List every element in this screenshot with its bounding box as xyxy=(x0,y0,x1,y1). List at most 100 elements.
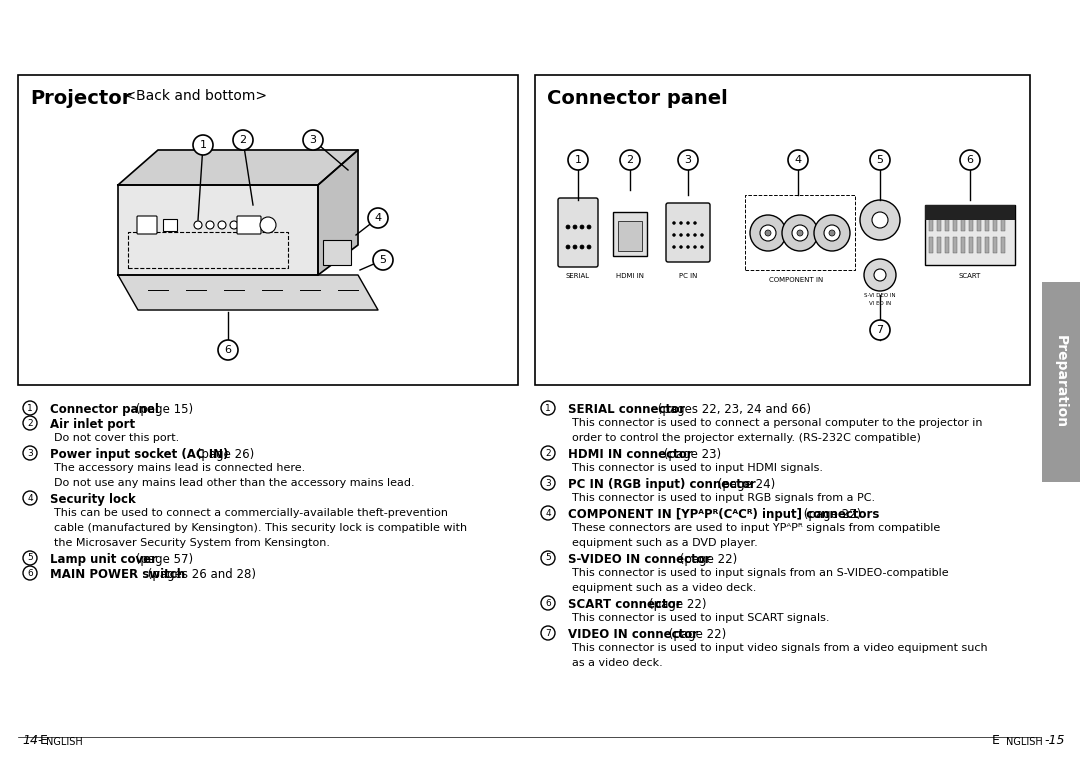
Circle shape xyxy=(687,246,689,249)
Text: 4: 4 xyxy=(27,493,32,503)
Circle shape xyxy=(701,233,703,236)
Text: Projector: Projector xyxy=(30,89,132,108)
Text: 5: 5 xyxy=(379,255,387,265)
Text: SCART: SCART xyxy=(959,273,982,279)
Text: E: E xyxy=(993,734,1000,747)
Circle shape xyxy=(568,150,588,170)
Text: Do not cover this port.: Do not cover this port. xyxy=(54,433,179,443)
Circle shape xyxy=(573,225,577,229)
Text: NGLISH: NGLISH xyxy=(46,737,83,747)
Text: (pages 26 and 28): (pages 26 and 28) xyxy=(144,568,256,581)
Circle shape xyxy=(860,200,900,240)
Text: Do not use any mains lead other than the accessory mains lead.: Do not use any mains lead other than the… xyxy=(54,478,415,488)
Circle shape xyxy=(573,245,577,249)
Bar xyxy=(323,240,351,265)
Circle shape xyxy=(687,222,689,224)
Text: VI EO IN: VI EO IN xyxy=(869,301,891,306)
Bar xyxy=(924,205,1015,220)
Circle shape xyxy=(23,446,37,460)
Circle shape xyxy=(678,150,698,170)
Bar xyxy=(953,215,957,231)
Circle shape xyxy=(693,222,697,224)
Circle shape xyxy=(580,225,584,229)
Circle shape xyxy=(782,215,818,251)
Text: 3: 3 xyxy=(310,135,316,145)
Text: (page 22): (page 22) xyxy=(649,598,706,611)
Bar xyxy=(929,237,933,253)
Bar xyxy=(985,215,989,231)
Circle shape xyxy=(829,230,835,236)
Text: (page 15): (page 15) xyxy=(133,403,193,416)
Circle shape xyxy=(765,230,771,236)
Bar xyxy=(993,237,997,253)
Circle shape xyxy=(193,135,213,155)
Circle shape xyxy=(750,215,786,251)
Text: equipment such as a DVD player.: equipment such as a DVD player. xyxy=(572,538,758,548)
Circle shape xyxy=(23,401,37,415)
Text: HDMI IN: HDMI IN xyxy=(616,273,644,279)
Polygon shape xyxy=(118,150,357,185)
Circle shape xyxy=(541,551,555,565)
Bar xyxy=(953,237,957,253)
Circle shape xyxy=(541,401,555,415)
Text: 1: 1 xyxy=(575,155,581,165)
Text: Lamp unit cover: Lamp unit cover xyxy=(50,553,157,566)
Text: This connector is used to input SCART signals.: This connector is used to input SCART si… xyxy=(572,613,829,623)
Text: 5: 5 xyxy=(545,554,551,562)
Text: Air inlet port: Air inlet port xyxy=(50,418,135,431)
Circle shape xyxy=(373,250,393,270)
Circle shape xyxy=(303,130,323,150)
Text: 6: 6 xyxy=(27,568,32,578)
Circle shape xyxy=(679,246,683,249)
Text: This connector is used to input RGB signals from a PC.: This connector is used to input RGB sign… xyxy=(572,493,875,503)
Text: 4: 4 xyxy=(795,155,801,165)
Circle shape xyxy=(870,150,890,170)
Bar xyxy=(1001,215,1005,231)
Text: 1: 1 xyxy=(545,403,551,412)
Circle shape xyxy=(566,245,570,249)
Bar xyxy=(985,237,989,253)
Text: 1: 1 xyxy=(200,140,206,150)
Text: cable (manufactured by Kensington). This security lock is compatible with: cable (manufactured by Kensington). This… xyxy=(54,523,468,533)
Text: MAIN POWER switch: MAIN POWER switch xyxy=(50,568,185,581)
Circle shape xyxy=(870,320,890,340)
Text: NGLISH: NGLISH xyxy=(1005,737,1043,747)
Circle shape xyxy=(194,221,202,229)
Circle shape xyxy=(588,245,591,249)
Circle shape xyxy=(864,259,896,291)
Circle shape xyxy=(797,230,804,236)
Circle shape xyxy=(824,225,840,241)
Circle shape xyxy=(693,233,697,236)
Text: Preparation: Preparation xyxy=(1054,335,1068,428)
Text: 7: 7 xyxy=(545,629,551,637)
FancyBboxPatch shape xyxy=(618,221,642,251)
Bar xyxy=(993,215,997,231)
Circle shape xyxy=(541,596,555,610)
Circle shape xyxy=(23,551,37,565)
Text: the Microsaver Security System from Kensington.: the Microsaver Security System from Kens… xyxy=(54,538,330,548)
Circle shape xyxy=(541,446,555,460)
Polygon shape xyxy=(118,185,318,275)
Text: 3: 3 xyxy=(545,478,551,487)
Circle shape xyxy=(673,222,675,224)
Text: This connector is used to input video signals from a video equipment such: This connector is used to input video si… xyxy=(572,643,987,653)
Text: 1: 1 xyxy=(27,403,32,412)
Text: Connector panel: Connector panel xyxy=(546,89,728,108)
Text: SCART connector: SCART connector xyxy=(568,598,681,611)
Text: 14-: 14- xyxy=(22,734,42,747)
Text: 4: 4 xyxy=(545,509,551,517)
Text: VIDEO IN connector: VIDEO IN connector xyxy=(568,628,698,641)
Circle shape xyxy=(872,212,888,228)
Bar xyxy=(929,215,933,231)
Text: 5: 5 xyxy=(877,155,883,165)
Bar xyxy=(924,205,1015,265)
Text: SERIAL: SERIAL xyxy=(566,273,590,279)
FancyBboxPatch shape xyxy=(237,216,261,234)
FancyBboxPatch shape xyxy=(18,75,518,385)
Text: 2: 2 xyxy=(626,155,634,165)
Text: This can be used to connect a commercially-available theft-prevention: This can be used to connect a commercial… xyxy=(54,508,448,518)
Circle shape xyxy=(260,217,276,233)
FancyBboxPatch shape xyxy=(1042,282,1080,482)
Circle shape xyxy=(206,221,214,229)
Text: 7: 7 xyxy=(877,325,883,335)
